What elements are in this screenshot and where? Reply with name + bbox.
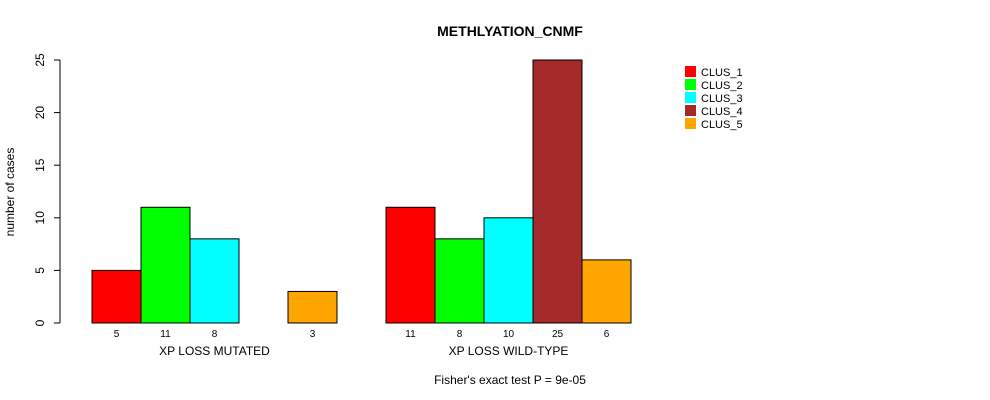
chart-title: METHLYATION_CNMF	[437, 23, 583, 39]
legend-swatch	[685, 92, 696, 103]
bar-clus-1	[385, 206, 436, 324]
category-label: XP LOSS MUTATED	[159, 344, 270, 358]
legend-label: CLUS_2	[701, 80, 743, 92]
bar-value-label: 10	[503, 329, 515, 340]
bar-clus-3	[189, 238, 240, 324]
legend-swatch	[685, 105, 696, 116]
y-tick-label: 5	[33, 267, 47, 274]
bars	[91, 59, 632, 324]
bar-clus-5	[287, 290, 338, 324]
bar-clus-4	[532, 59, 583, 324]
category-label: XP LOSS WILD-TYPE	[449, 344, 569, 358]
bar-clus-2	[140, 206, 191, 324]
bar-clus-1	[91, 269, 142, 324]
bar-value-labels: 5 11 8 3 11 8 10 25 6	[114, 329, 610, 340]
fisher-test-footnote: Fisher's exact test P = 9e-05	[434, 373, 586, 387]
legend-label: CLUS_5	[701, 119, 743, 131]
bar-clus-3	[483, 217, 534, 324]
y-tick-label: 25	[33, 53, 47, 67]
bar-clus-5	[581, 259, 632, 324]
bar-value-label: 8	[212, 329, 218, 340]
bar-value-label: 11	[160, 329, 171, 340]
bar-value-label: 5	[114, 329, 120, 340]
bar-value-label: 8	[457, 329, 463, 340]
bar-value-label: 11	[405, 329, 416, 340]
bar-value-label: 6	[604, 329, 610, 340]
y-tick-label: 10	[33, 211, 47, 225]
bar-clus-2	[434, 238, 485, 324]
y-axis: 0 5 10 15 20 25	[33, 53, 61, 326]
bar-value-label: 3	[310, 329, 316, 340]
y-tick-label: 15	[33, 158, 47, 172]
legend-label: CLUS_4	[701, 106, 743, 118]
category-labels: XP LOSS MUTATED XP LOSS WILD-TYPE	[159, 344, 568, 358]
y-tick-label: 0	[33, 319, 47, 326]
legend-swatch	[685, 79, 696, 90]
y-tick-label: 20	[33, 106, 47, 120]
y-axis-label: number of cases	[3, 148, 17, 237]
legend-label: CLUS_1	[701, 67, 743, 79]
legend-label: CLUS_3	[701, 93, 743, 105]
legend-swatch	[685, 118, 696, 129]
bar-value-label: 25	[552, 329, 564, 340]
legend-swatch	[685, 66, 696, 77]
